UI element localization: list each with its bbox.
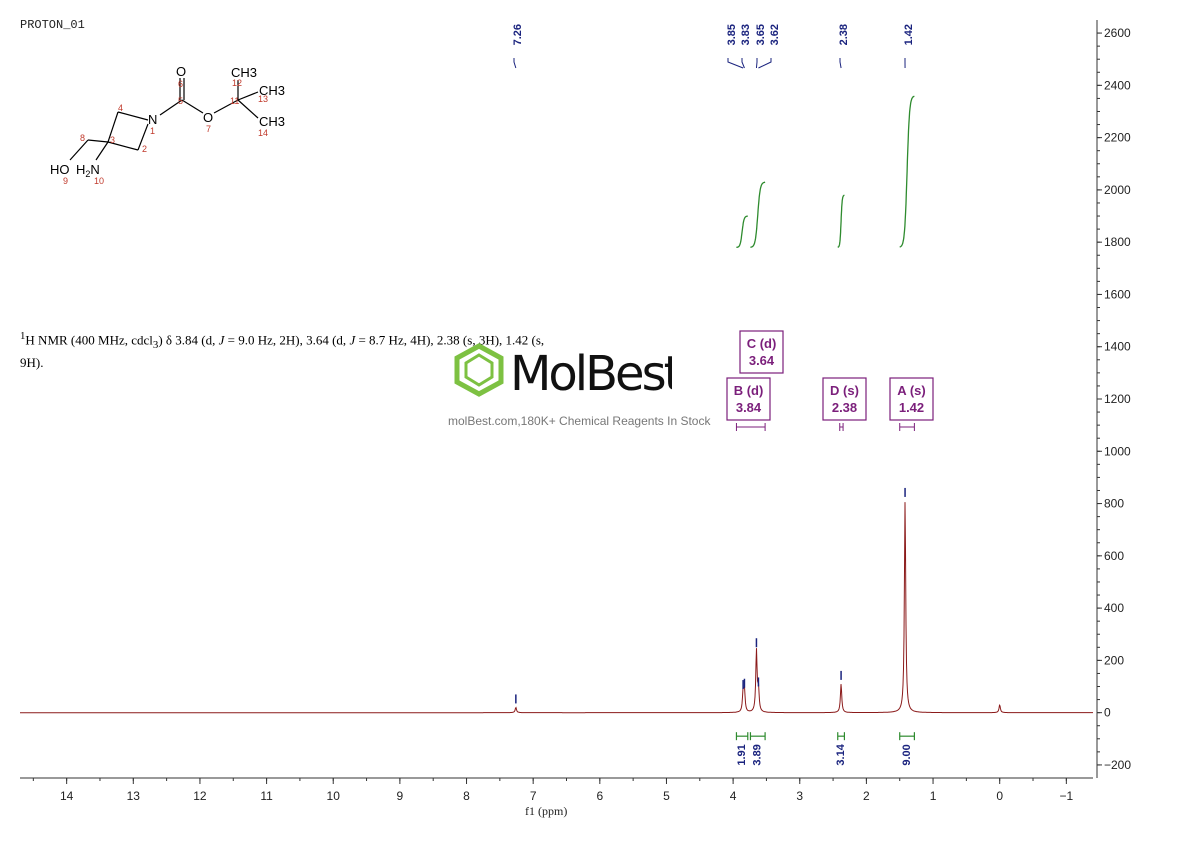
multiplet-box	[739, 330, 784, 374]
integral-curve	[837, 194, 845, 248]
x-tick-label: 1	[930, 789, 937, 803]
peak-leader-line	[513, 58, 517, 69]
multiplet-letter: D (s)	[830, 383, 859, 398]
atom-number: 11	[230, 96, 239, 106]
spectrum-title: PROTON_01	[20, 18, 85, 32]
atom-number: 2	[142, 144, 147, 154]
y-tick-label: 1200	[1104, 392, 1131, 406]
y-tick-label: 1000	[1104, 444, 1131, 458]
y-tick-label: 200	[1104, 653, 1124, 667]
integral-value: 9.00	[901, 744, 913, 765]
multiplet-shift: 3.64	[749, 353, 775, 368]
atom-number: 12	[232, 78, 242, 88]
peak-leader-line	[727, 58, 744, 69]
atom-number: 1	[150, 126, 155, 136]
benzene-logo-icon	[454, 343, 504, 397]
peak-leader-line	[741, 58, 745, 69]
y-tick-label: 2600	[1104, 26, 1131, 40]
x-tick-label: 4	[730, 789, 737, 803]
atom-number: 9	[63, 176, 68, 186]
atom-o7: O	[203, 110, 213, 125]
atom-ch3-13: CH3	[259, 83, 285, 98]
y-tick-label: 2400	[1104, 78, 1131, 92]
integral-curve	[750, 181, 766, 248]
multiplet-box	[889, 377, 934, 421]
peak-shift-label: 7.26	[512, 24, 524, 45]
logo-tagline: molBest.com,180K+ Chemical Reagents In S…	[448, 414, 711, 428]
peak-shift-label: 3.85	[726, 24, 738, 45]
peak-shift-label: 3.65	[755, 24, 767, 45]
y-tick-label: 1800	[1104, 235, 1131, 249]
atom-ho9: HO	[50, 162, 70, 177]
atom-number: 10	[94, 176, 104, 186]
y-tick-label: 400	[1104, 601, 1124, 615]
multiplet-shift: 3.84	[736, 400, 762, 415]
multiplet-letter: C (d)	[747, 336, 777, 351]
y-tick-label: 0	[1104, 706, 1111, 720]
multiplet-letter: A (s)	[897, 383, 925, 398]
x-tick-label: 0	[996, 789, 1003, 803]
x-tick-label: 8	[463, 789, 470, 803]
integral-value: 3.89	[752, 744, 764, 765]
y-tick-label: 1600	[1104, 287, 1131, 301]
atom-number: 7	[206, 124, 211, 134]
atom-number: 3	[110, 135, 115, 145]
atom-number: 14	[258, 128, 268, 138]
nmr-description: 1H NMR (400 MHz, cdcl3) δ 3.84 (d, J = 9…	[20, 330, 545, 370]
peak-shift-label: 3.83	[740, 24, 752, 45]
y-tick-label: 800	[1104, 497, 1124, 511]
multiplet-box	[822, 377, 867, 421]
x-tick-label: 3	[796, 789, 803, 803]
molecule-structure: O N O CH3 CH3 CH3 HO H2N 1 2 3 4 5 6 7 8…	[50, 64, 285, 186]
atom-n1: N	[148, 112, 157, 127]
multiplet-letter: B (d)	[734, 383, 764, 398]
atom-number: 13	[258, 94, 268, 104]
atom-number: 4	[118, 103, 123, 113]
x-tick-label: 2	[863, 789, 870, 803]
x-tick-label: −1	[1059, 789, 1073, 803]
peak-leader-line	[755, 58, 758, 69]
x-axis-label: f1 (ppm)	[525, 804, 568, 818]
integral-value: 1.91	[736, 744, 748, 765]
x-tick-label: 10	[327, 789, 341, 803]
atom-ch3-14: CH3	[259, 114, 285, 129]
x-tick-label: 6	[596, 789, 603, 803]
atom-h2n10: H2N	[76, 162, 100, 179]
y-tick-label: 2000	[1104, 183, 1131, 197]
atom-number: 5	[178, 96, 183, 106]
y-tick-label: 600	[1104, 549, 1124, 563]
y-tick-label: −200	[1104, 758, 1131, 772]
x-tick-label: 13	[127, 789, 141, 803]
peak-leader-line	[758, 58, 772, 69]
atom-number: 6	[178, 79, 183, 89]
x-tick-label: 14	[60, 789, 74, 803]
peak-shift-label: 1.42	[903, 24, 915, 45]
atom-number: 8	[80, 133, 85, 143]
x-tick-label: 5	[663, 789, 670, 803]
benzene-inner-icon	[464, 353, 494, 387]
x-tick-label: 9	[397, 789, 404, 803]
spectrum-line	[20, 502, 1093, 714]
x-tick-label: 12	[193, 789, 207, 803]
molbest-logo: MolBest	[454, 343, 672, 402]
peak-leader-line	[839, 58, 842, 69]
x-tick-label: 7	[530, 789, 537, 803]
multiplet-shift: 1.42	[899, 400, 924, 415]
integral-curve	[736, 215, 748, 248]
peak-shift-label: 2.38	[838, 24, 850, 45]
peak-shift-label: 3.62	[769, 24, 781, 45]
x-tick-label: 11	[260, 789, 273, 803]
multiplet-box	[726, 377, 771, 421]
multiplet-shift: 2.38	[832, 400, 857, 415]
integral-curve	[899, 95, 915, 248]
logo-brand-text: MolBest	[510, 346, 672, 402]
y-tick-label: 2200	[1104, 131, 1131, 145]
atom-o6: O	[176, 64, 186, 79]
integral-value: 3.14	[835, 743, 847, 765]
y-tick-label: 1400	[1104, 340, 1131, 354]
atom-ch3-12: CH3	[231, 65, 257, 80]
